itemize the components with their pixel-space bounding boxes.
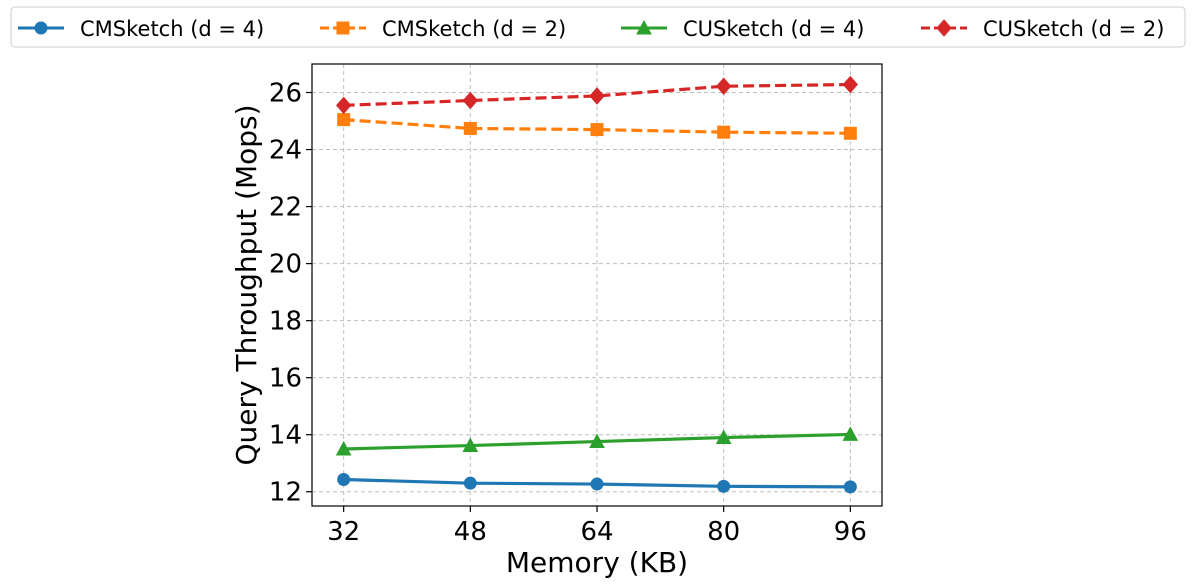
y-tick-label: 18	[269, 307, 302, 337]
series-1	[337, 472, 857, 494]
data-point	[843, 480, 857, 494]
series-4	[336, 75, 858, 115]
legend-frame	[10, 6, 1186, 48]
legend: CMSketch (d = 4) CMSketch (d = 2) CUSketch…	[10, 6, 1186, 48]
data-point	[842, 75, 858, 94]
legend-marker	[34, 21, 48, 35]
y-tick-label: 20	[269, 250, 302, 280]
x-tick-label: 64	[580, 517, 613, 547]
data-point	[463, 121, 477, 135]
data-point	[589, 433, 605, 449]
data-point	[843, 126, 857, 140]
legend-entry: CMSketch (d = 2)	[320, 17, 566, 41]
data-point	[590, 477, 604, 491]
data-point	[337, 472, 351, 486]
legend-entry: CUSketch (d = 2)	[921, 17, 1164, 41]
x-axis-title: Memory (KB)	[506, 546, 688, 579]
x-tick-label: 32	[327, 517, 360, 547]
legend-label: CUSketch (d = 4)	[683, 17, 864, 41]
data-point	[717, 479, 731, 493]
data-point	[462, 91, 478, 110]
legend-label: CMSketch (d = 2)	[382, 17, 566, 41]
y-tick-label: 12	[269, 478, 302, 508]
legend-marker	[336, 21, 350, 35]
data-point	[337, 113, 351, 127]
legend-marker	[636, 19, 652, 35]
legend-label: CUSketch (d = 2)	[983, 17, 1164, 41]
data-point	[716, 77, 732, 96]
legend-entry: CMSketch (d = 4)	[18, 17, 264, 41]
x-axis: 32 48 64 80 96	[327, 506, 867, 547]
y-axis-title: Query Throughput (Mops)	[230, 104, 263, 465]
y-tick-label: 24	[269, 136, 302, 166]
data-point	[589, 87, 605, 105]
series-2	[337, 113, 857, 140]
y-tick-label: 14	[269, 421, 302, 451]
data-point	[715, 429, 732, 445]
y-tick-label: 16	[269, 364, 302, 394]
series-layer	[335, 75, 859, 494]
series-line	[343, 118, 851, 135]
y-axis: 12 14 16 18 20 22 24 26	[269, 79, 312, 508]
legend-entry: CUSketch (d = 4)	[621, 17, 864, 41]
series-3	[335, 426, 859, 456]
data-point	[335, 440, 352, 456]
legend-marker	[936, 19, 952, 37]
data-point	[717, 125, 731, 139]
legend-label: CMSketch (d = 4)	[80, 17, 264, 41]
y-tick-label: 22	[269, 193, 302, 223]
x-tick-label: 96	[834, 517, 867, 547]
data-point	[590, 123, 604, 137]
series-line	[343, 82, 851, 107]
x-tick-label: 48	[454, 517, 487, 547]
data-point	[336, 96, 352, 115]
data-point	[462, 437, 479, 453]
y-tick-label: 26	[269, 79, 302, 109]
data-point	[842, 426, 859, 441]
data-point	[463, 476, 477, 490]
x-tick-label: 80	[707, 517, 740, 547]
